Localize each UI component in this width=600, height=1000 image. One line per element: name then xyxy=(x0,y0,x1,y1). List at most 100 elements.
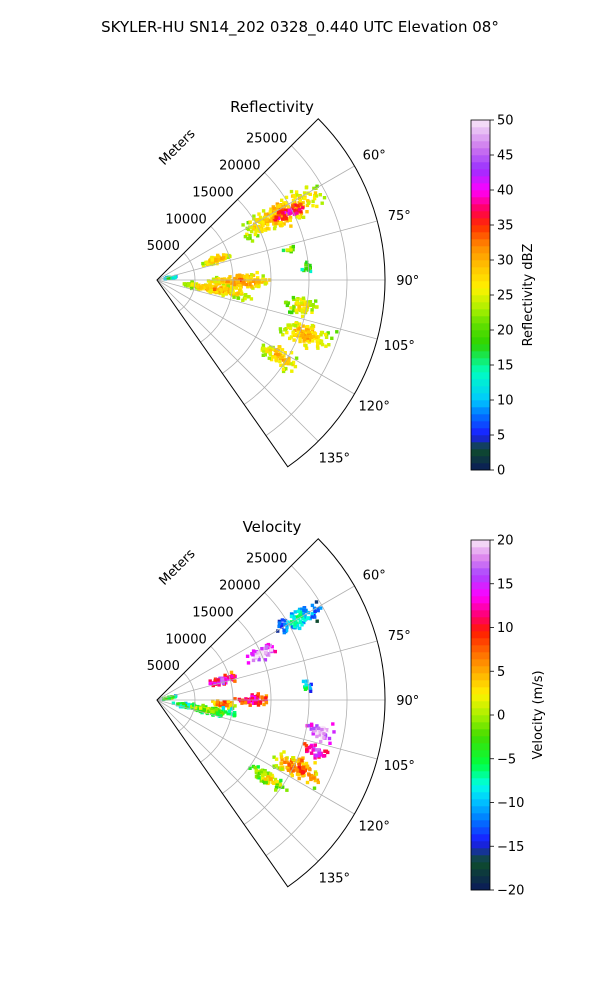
echo-pixel xyxy=(288,218,292,222)
echo-pixel xyxy=(272,764,276,768)
echo-pixel xyxy=(236,296,240,300)
echo-pixel xyxy=(233,679,237,683)
echo-pixel xyxy=(213,280,217,284)
azimuth-spoke xyxy=(156,699,319,862)
echo-pixel xyxy=(275,348,279,352)
echo-pixel xyxy=(316,780,320,785)
echo-pixel xyxy=(319,339,324,343)
colorbar-swatch xyxy=(471,372,490,380)
echo-pixel xyxy=(280,355,284,360)
echo-pixel xyxy=(278,359,282,364)
angle-tick-label: 60° xyxy=(363,149,386,164)
echo-pixel xyxy=(274,358,278,362)
echo-pixel xyxy=(279,221,283,225)
colorbar-swatch xyxy=(471,792,490,800)
echo-pixel xyxy=(312,786,317,790)
echo-pixel xyxy=(311,748,315,752)
echo-pixel xyxy=(289,189,294,194)
echo-pixel xyxy=(313,615,317,619)
echo-pixel xyxy=(306,330,311,334)
echo-pixel xyxy=(324,332,328,337)
echo-pixel xyxy=(288,326,293,330)
echo-pixel xyxy=(265,350,269,354)
echo-pixel xyxy=(310,603,315,608)
echo-pixel xyxy=(185,704,189,708)
echo-pixel xyxy=(305,336,310,340)
echo-pixel xyxy=(271,347,275,351)
echo-pixel xyxy=(284,201,289,205)
echo-pixel xyxy=(255,270,259,275)
echo-pixel xyxy=(220,677,225,681)
echo-pixel xyxy=(214,283,218,287)
echo-pixel xyxy=(287,764,292,768)
echo-pixel xyxy=(263,282,267,286)
echo-pixel xyxy=(256,276,260,280)
echo-pixel xyxy=(241,280,245,284)
echo-pixel xyxy=(275,780,279,784)
echo-pixel xyxy=(299,607,304,611)
echo-pixel xyxy=(315,619,319,623)
echo-pixel xyxy=(284,628,289,632)
echo-pixel xyxy=(187,702,191,707)
echo-pixel xyxy=(292,625,297,629)
echo-pixel xyxy=(281,207,285,212)
echo-pixel xyxy=(289,306,293,310)
colorbar-swatch xyxy=(471,785,490,793)
echo-pixel xyxy=(278,327,283,331)
echo-pixel xyxy=(253,701,258,705)
echo-cell xyxy=(300,260,313,274)
colorbar-swatch xyxy=(471,239,490,247)
echo-pixel xyxy=(303,685,307,689)
echo-pixel xyxy=(304,346,309,350)
echo-pixel xyxy=(274,785,279,790)
echo-pixel xyxy=(305,686,310,690)
echo-pixel xyxy=(255,218,259,222)
echo-pixel xyxy=(270,645,274,649)
colorbar-swatch xyxy=(471,330,490,338)
angle-tick-label: 90° xyxy=(396,274,419,289)
echo-pixel xyxy=(222,703,226,707)
echo-pixel xyxy=(288,310,292,314)
angle-tick-label: 60° xyxy=(363,569,386,584)
echo-pixel xyxy=(316,748,320,752)
echo-pixel xyxy=(261,343,266,347)
echo-pixel xyxy=(305,307,309,312)
sector-outline xyxy=(156,538,386,888)
echo-pixel xyxy=(327,343,331,347)
echo-pixel xyxy=(200,285,204,290)
echo-pixel xyxy=(297,776,301,781)
echo-pixel xyxy=(227,276,231,281)
velocity-radial-axis-label: Meters xyxy=(157,546,199,588)
colorbar-tick-label: −5 xyxy=(497,752,516,767)
echo-pixel xyxy=(268,351,272,355)
echo-pixel xyxy=(311,339,315,343)
echo-pixel xyxy=(268,210,272,214)
colorbar-tick-label: 5 xyxy=(497,665,505,680)
echo-pixel xyxy=(231,290,235,294)
echo-pixel xyxy=(250,696,254,701)
velocity-echoes xyxy=(161,600,336,792)
colorbar-swatch xyxy=(471,666,490,674)
echo-pixel xyxy=(254,230,258,234)
echo-pixel xyxy=(301,679,306,684)
echo-pixel xyxy=(260,647,264,651)
echo-pixel xyxy=(232,295,236,299)
echo-pixel xyxy=(312,304,316,309)
colorbar-swatch xyxy=(471,848,490,856)
echo-pixel xyxy=(251,279,256,283)
echo-pixel xyxy=(265,218,269,222)
echo-pixel xyxy=(309,777,313,782)
echo-pixel xyxy=(208,679,212,683)
echo-cell xyxy=(211,699,237,710)
echo-cell xyxy=(245,642,277,665)
colorbar-swatch xyxy=(471,589,490,597)
radial-tick-label: 10000 xyxy=(165,212,206,227)
echo-pixel xyxy=(250,284,254,289)
echo-pixel xyxy=(251,649,256,653)
echo-pixel xyxy=(243,234,248,239)
echo-pixel xyxy=(309,335,314,339)
echo-pixel xyxy=(182,282,187,286)
reflectivity-frame xyxy=(156,118,386,468)
angle-tick-label: 120° xyxy=(359,399,390,414)
echo-pixel xyxy=(221,680,225,684)
